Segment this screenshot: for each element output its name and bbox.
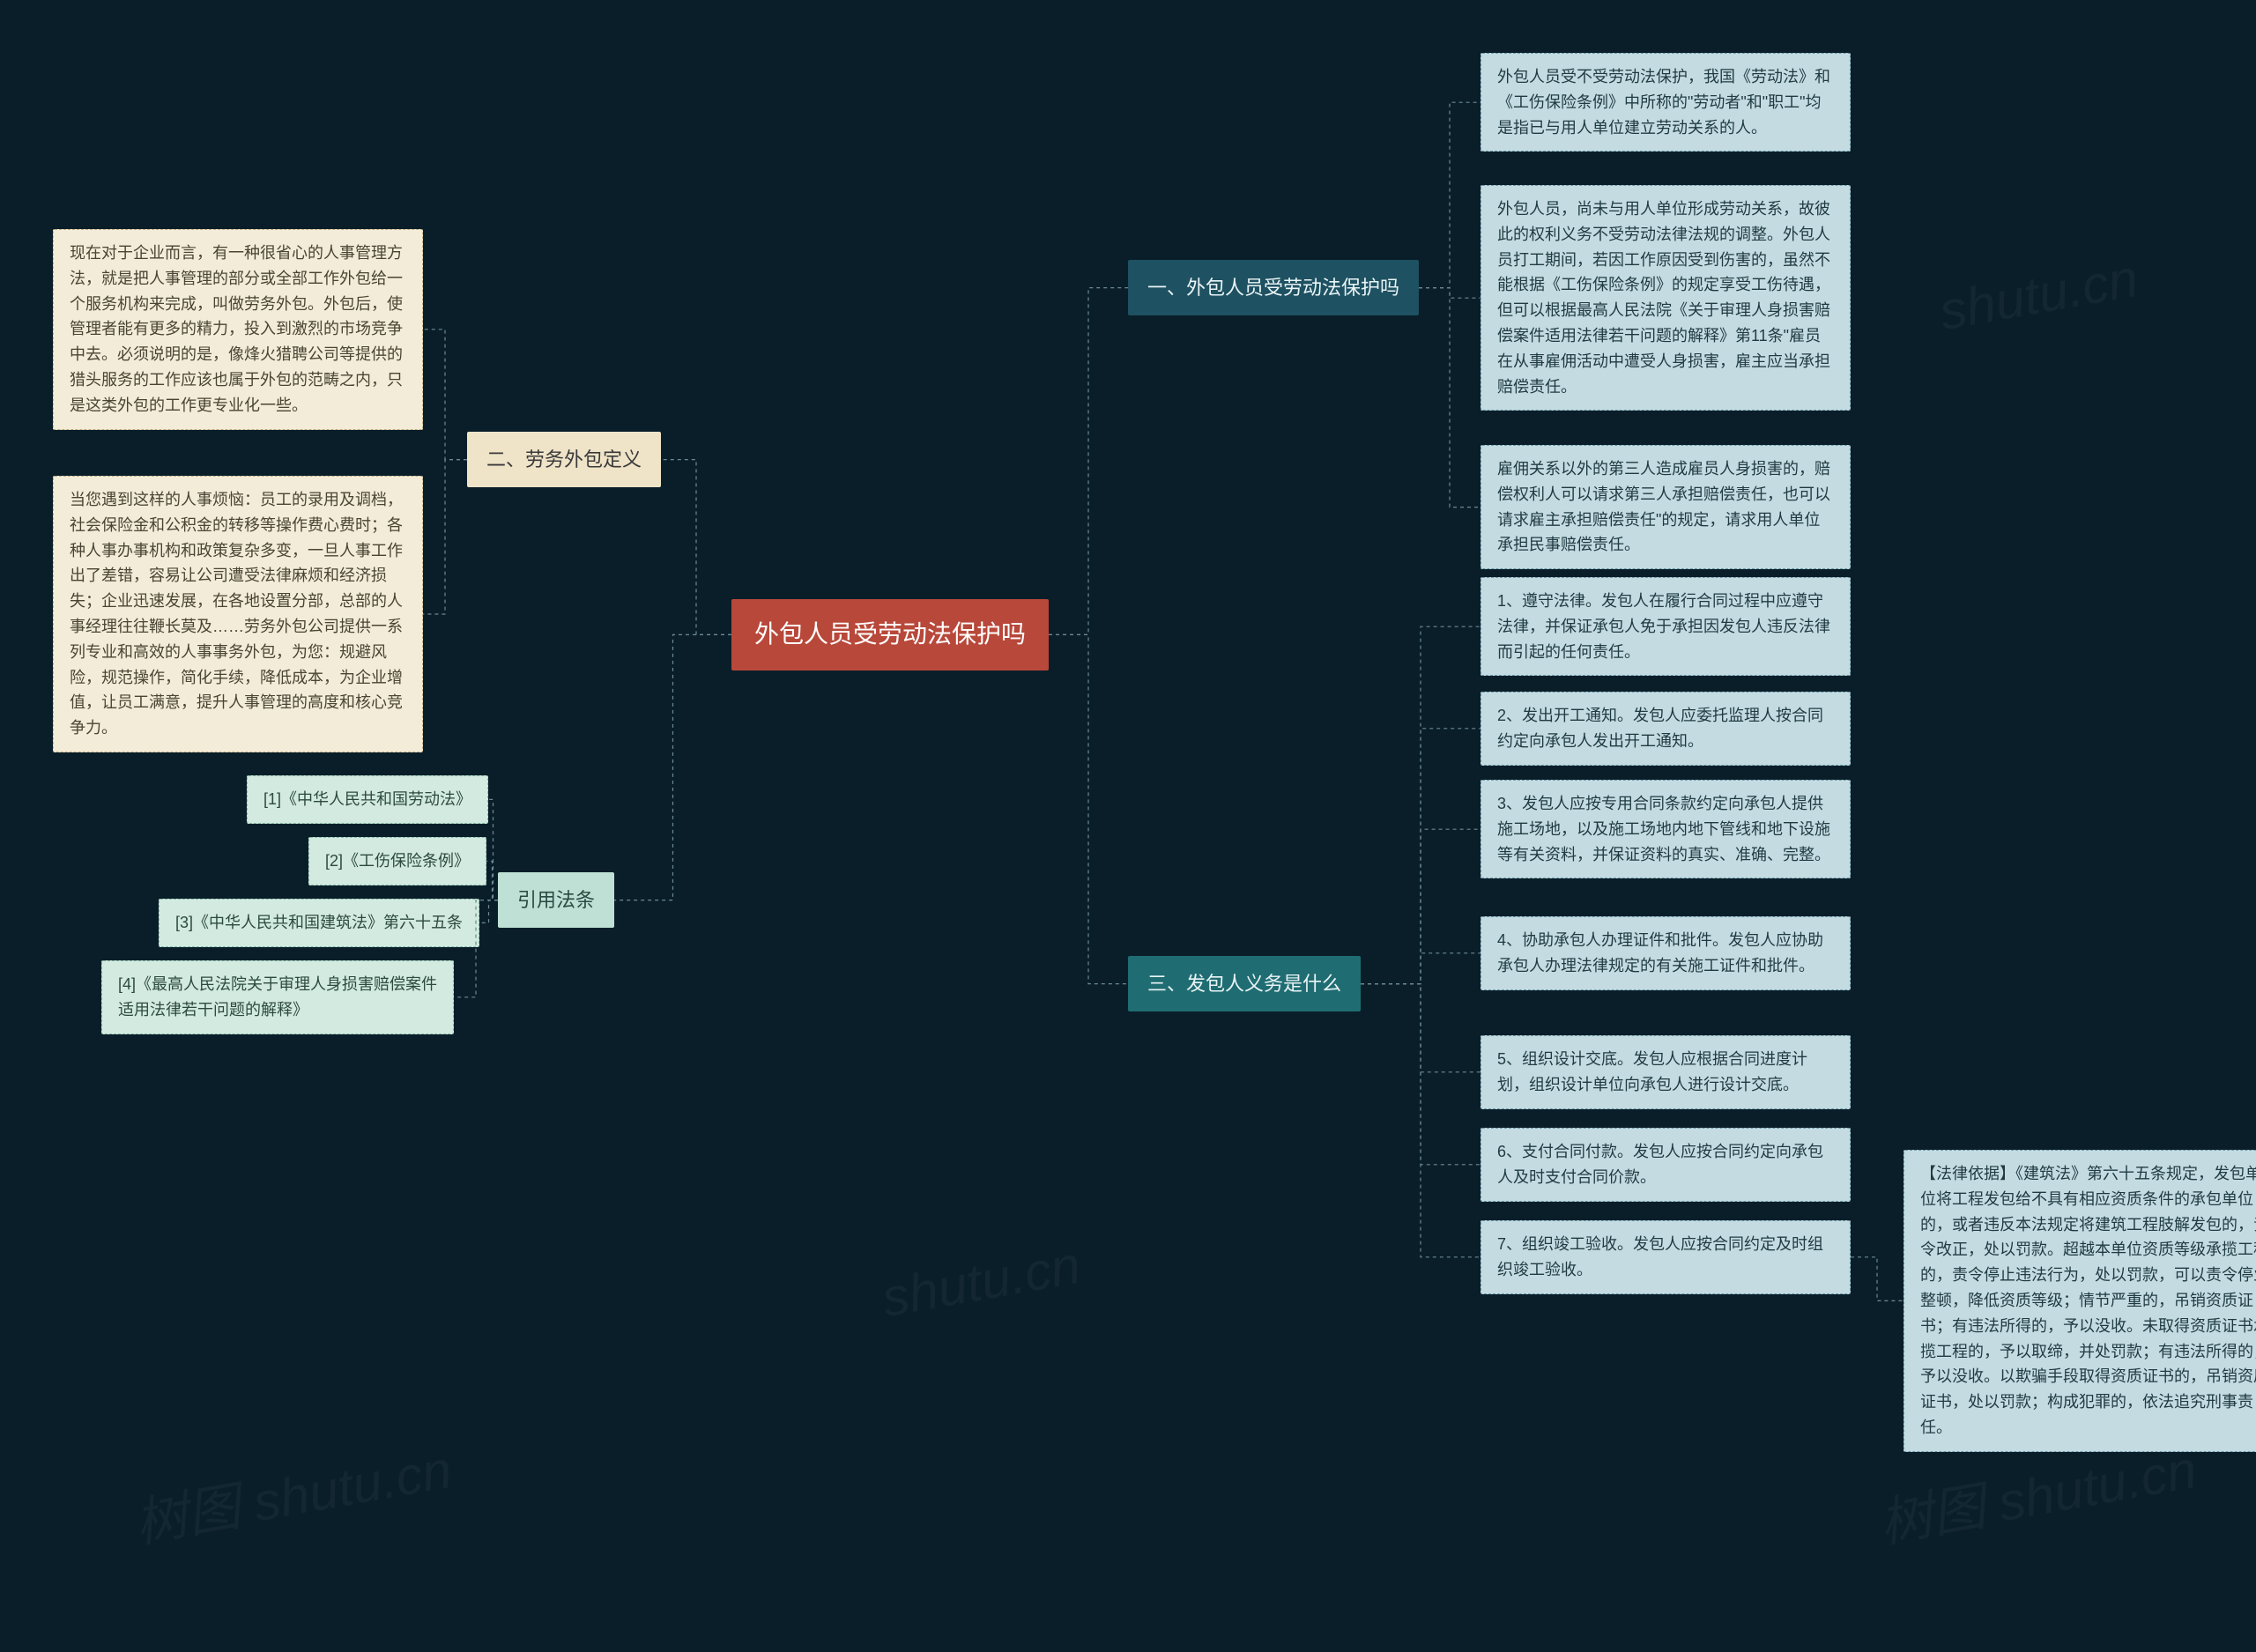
root-node: 外包人员受劳动法保护吗: [731, 599, 1049, 670]
watermark: shutu.cn: [1935, 248, 2142, 342]
leaf-s4-2: [3]《中华人民共和国建筑法》第六十五条: [159, 899, 479, 947]
leaf-s3-3: 4、协助承包人办理证件和批件。发包人应协助承包人办理法律规定的有关施工证件和批件…: [1480, 916, 1851, 990]
leaf-s4-0: [1]《中华人民共和国劳动法》: [247, 775, 488, 824]
leaf-s3-5: 6、支付合同付款。发包人应按合同约定向承包人及时支付合同价款。: [1480, 1128, 1851, 1202]
watermark: shutu.cn: [878, 1234, 1085, 1329]
branch-section-3: 三、发包人义务是什么: [1128, 956, 1361, 1011]
watermark: 树图 shutu.cn: [128, 1426, 456, 1558]
leaf-s1-0: 外包人员受不受劳动法保护，我国《劳动法》和《工伤保险条例》中所称的"劳动者"和"…: [1480, 53, 1851, 152]
leaf-s4-1: [2]《工伤保险条例》: [308, 837, 486, 885]
leaf-s1-1: 外包人员，尚未与用人单位形成劳动关系，故彼此的权利义务不受劳动法律法规的调整。外…: [1480, 185, 1851, 411]
leaf-s3-law: 【法律依据】《建筑法》第六十五条规定，发包单位将工程发包给不具有相应资质条件的承…: [1904, 1150, 2256, 1452]
leaf-s1-2: 雇佣关系以外的第三人造成雇员人身损害的，赔偿权利人可以请求第三人承担赔偿责任，也…: [1480, 445, 1851, 569]
leaf-s4-3: [4]《最高人民法院关于审理人身损害赔偿案件适用法律若干问题的解释》: [101, 960, 454, 1034]
leaf-s3-0: 1、遵守法律。发包人在履行合同过程中应遵守法律，并保证承包人免于承担因发包人违反…: [1480, 577, 1851, 676]
leaf-s2-1: 当您遇到这样的人事烦恼：员工的录用及调档，社会保险金和公积金的转移等操作费心费时…: [53, 476, 423, 752]
leaf-s2-0: 现在对于企业而言，有一种很省心的人事管理方法，就是把人事管理的部分或全部工作外包…: [53, 229, 423, 430]
branch-citations: 引用法条: [498, 872, 614, 928]
leaf-s3-6: 7、组织竣工验收。发包人应按合同约定及时组织竣工验收。: [1480, 1220, 1851, 1294]
leaf-s3-4: 5、组织设计交底。发包人应根据合同进度计划，组织设计单位向承包人进行设计交底。: [1480, 1035, 1851, 1109]
branch-section-1: 一、外包人员受劳动法保护吗: [1128, 260, 1419, 315]
leaf-s3-1: 2、发出开工通知。发包人应委托监理人按合同约定向承包人发出开工通知。: [1480, 692, 1851, 766]
leaf-s3-2: 3、发包人应按专用合同条款约定向承包人提供施工场地，以及施工场地内地下管线和地下…: [1480, 780, 1851, 878]
branch-section-2: 二、劳务外包定义: [467, 432, 661, 487]
